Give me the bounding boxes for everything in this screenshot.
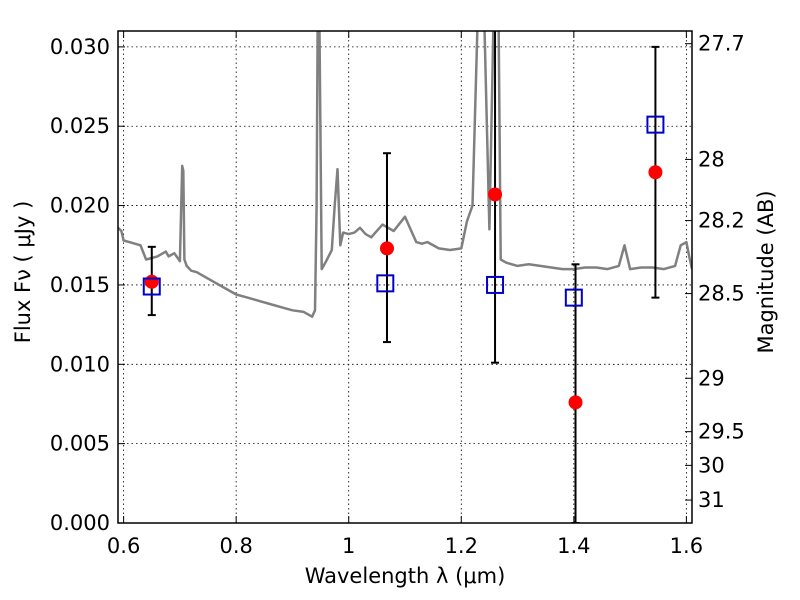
x-tick-label: 1.2 bbox=[445, 534, 478, 558]
y-tick-label: 0.010 bbox=[50, 352, 110, 376]
plot-frame bbox=[117, 30, 693, 524]
y-tick-label: 0.025 bbox=[50, 114, 110, 138]
y-tick-label: 0.030 bbox=[50, 35, 110, 59]
y-tick-label: 0.005 bbox=[50, 432, 110, 456]
x-tick-label: 0.8 bbox=[219, 534, 252, 558]
plot-area bbox=[118, 31, 692, 523]
right-tick-label: 27.7 bbox=[698, 32, 745, 56]
ticks: 0.6 0.8 1 1.2 1.4 1.6 0.000 0.005 0.010 0.015 0.02… bbox=[50, 31, 745, 558]
x-tick-label: 1.4 bbox=[557, 534, 590, 558]
blue-square-point bbox=[142, 277, 161, 296]
x-axis-label: Wavelength λ (μm) bbox=[305, 564, 506, 588]
x-tick-label: 1 bbox=[342, 534, 355, 558]
red-point bbox=[379, 241, 394, 256]
right-tick-label: 28.2 bbox=[698, 209, 745, 233]
red-point bbox=[144, 274, 159, 289]
right-tick-label: 29 bbox=[698, 366, 725, 390]
right-tick-label: 29.5 bbox=[698, 420, 745, 444]
blue-square-point bbox=[486, 275, 505, 294]
x-tick-label: 0.6 bbox=[107, 534, 140, 558]
right-tick-label: 28.5 bbox=[698, 282, 745, 306]
y-axis-label: Flux Fν ( μJy ) bbox=[11, 201, 35, 344]
y-tick-label: 0.015 bbox=[50, 273, 110, 297]
blue-square-point bbox=[564, 288, 583, 307]
red-point bbox=[488, 187, 503, 202]
y-tick-label: 0.000 bbox=[50, 511, 110, 535]
right-tick-label: 30 bbox=[698, 453, 725, 477]
x-tick-label: 1.6 bbox=[670, 534, 703, 558]
blue-square-point bbox=[646, 115, 665, 134]
right-tick-label: 31 bbox=[698, 488, 725, 512]
right-tick-label: 28 bbox=[698, 147, 725, 171]
red-point bbox=[568, 395, 583, 410]
y-tick-label: 0.020 bbox=[50, 194, 110, 218]
blue-square-point bbox=[376, 274, 395, 293]
red-point bbox=[648, 165, 663, 180]
model-spectrum-line bbox=[118, 31, 692, 318]
right-axis-label: Magnitude (AB) bbox=[754, 190, 778, 353]
